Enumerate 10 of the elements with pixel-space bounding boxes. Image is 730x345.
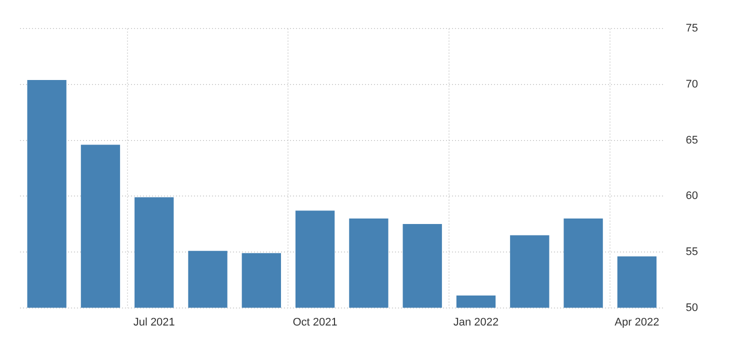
x-tick-label: Apr 2022 (614, 316, 660, 328)
y-tick-label: 60 (686, 190, 698, 202)
y-tick-label: 70 (686, 78, 698, 90)
y-tick-label: 75 (686, 22, 698, 35)
x-tick-label: Jan 2022 (453, 316, 499, 328)
y-tick-label: 65 (686, 134, 698, 146)
x-tick-label: Jul 2021 (133, 316, 175, 328)
x-tick-label: Oct 2021 (292, 316, 338, 328)
y-tick-label: 55 (686, 246, 698, 258)
y-tick-label: 50 (686, 302, 698, 314)
